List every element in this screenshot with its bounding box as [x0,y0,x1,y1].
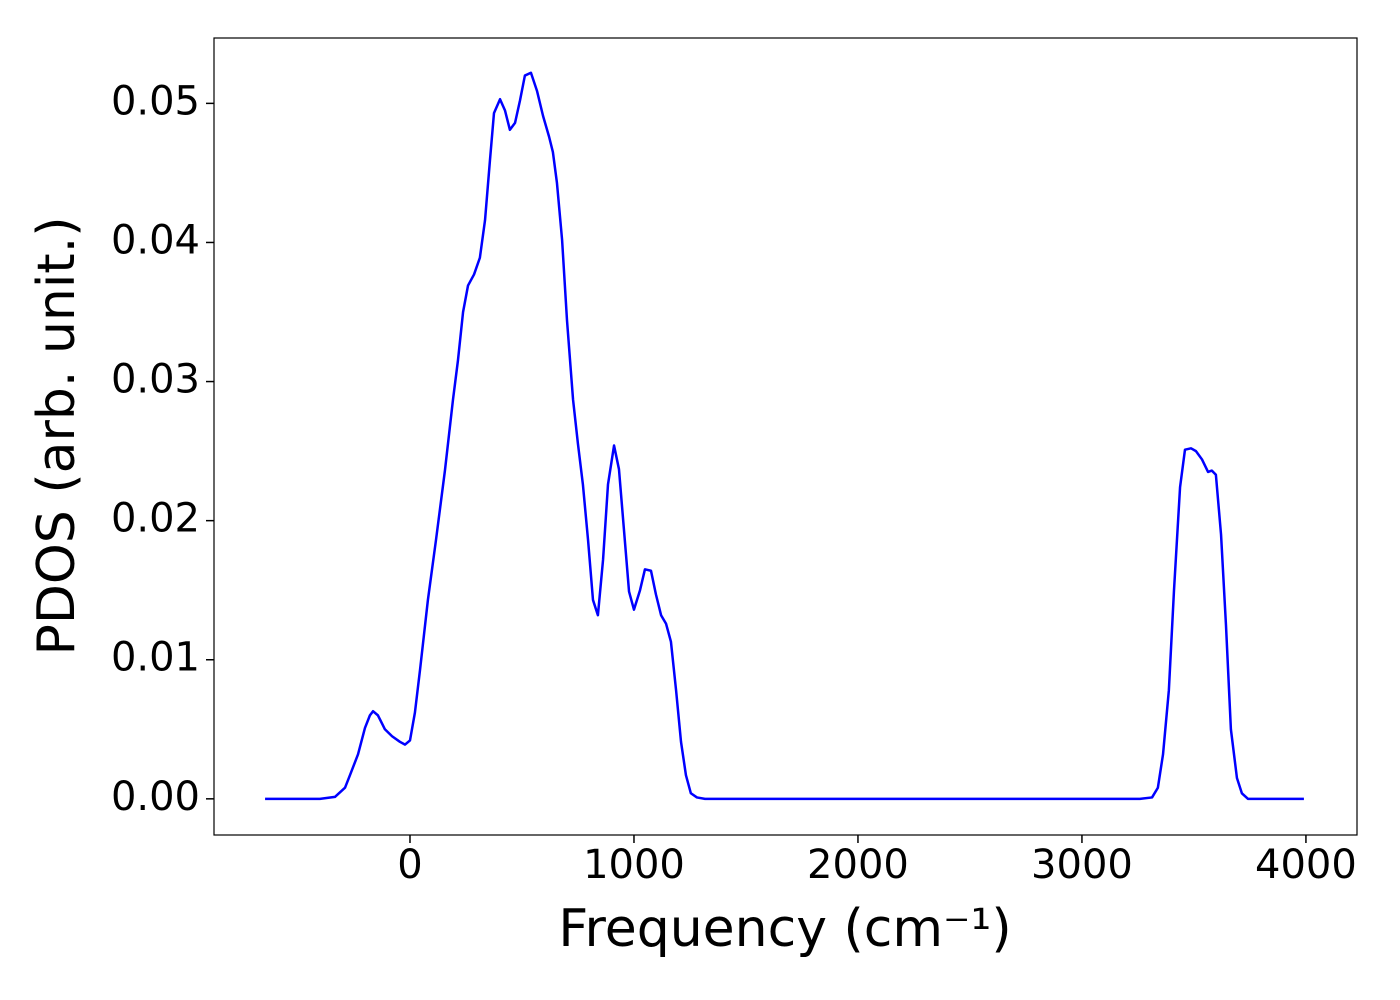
y-tick-label: 0.00 [111,774,200,820]
x-tick-label: 1000 [583,842,685,888]
x-tick-label: 0 [397,842,422,888]
data-line [265,71,1304,801]
y-tick-label: 0.01 [111,635,200,681]
y-axis-label: PDOS (arb. unit.) [27,216,87,655]
x-tick-label: 3000 [1031,842,1133,888]
y-tick-label: 0.05 [111,78,200,124]
plot-frame [213,37,1358,836]
y-tick-label: 0.02 [111,496,200,542]
y-tick-label: 0.03 [111,357,200,403]
x-axis-label: Frequency (cm⁻¹) [558,899,1011,959]
x-tick-label: 2000 [807,842,909,888]
y-tick-label: 0.04 [111,217,200,263]
x-tick-label: 4000 [1255,842,1357,888]
